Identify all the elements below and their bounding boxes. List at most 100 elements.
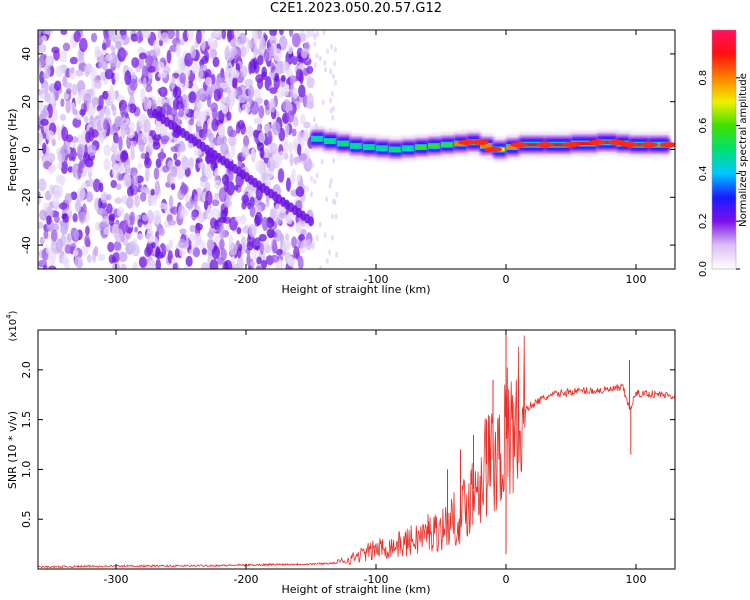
noise-blob: [205, 190, 213, 206]
noise-blob: [288, 30, 294, 38]
noise-blob: [139, 192, 147, 202]
noise-blob: [275, 203, 281, 211]
noise-blob: [60, 160, 69, 174]
noise-blob: [98, 94, 104, 110]
noise-blob: [283, 139, 289, 146]
noise-blob: [48, 165, 54, 175]
noise-speckle: [315, 235, 319, 242]
noise-blob: [57, 161, 63, 170]
noise-blob: [150, 188, 155, 196]
noise-blob: [258, 105, 265, 119]
noise-blob: [298, 234, 306, 242]
noise-blob: [300, 48, 308, 59]
noise-blob: [152, 209, 161, 225]
noise-blob: [72, 117, 82, 128]
noise-speckle: [315, 172, 319, 179]
noise-blob: [109, 44, 115, 51]
noise-blob: [205, 76, 213, 87]
noise-blob: [250, 101, 260, 115]
noise-blob: [65, 100, 71, 114]
noise-blob: [99, 182, 104, 193]
noise-blob: [225, 79, 233, 87]
spectrogram-x-axis-label: Height of straight line (km): [281, 283, 430, 296]
noise-blob: [166, 49, 172, 64]
noise-blob: [60, 30, 68, 36]
noise-blob: [285, 240, 291, 250]
noise-blob: [145, 84, 153, 93]
track-peak: [620, 142, 639, 148]
colorbar-tick-label: 0.6: [698, 118, 709, 134]
noise-blob: [284, 123, 290, 138]
noise-blob: [232, 75, 238, 90]
noise-blob: [58, 202, 68, 210]
noise-blob: [202, 130, 207, 141]
noise-blob: [235, 121, 241, 134]
noise-blob: [189, 224, 196, 233]
noise-blob: [220, 96, 226, 105]
noise-blob: [291, 128, 297, 137]
noise-blob: [201, 262, 209, 269]
noise-blob: [128, 241, 136, 253]
noise-blob: [269, 208, 277, 220]
noise-blob: [242, 225, 250, 234]
noise-blob: [245, 126, 254, 136]
noise-blob: [196, 237, 203, 246]
noise-blob: [153, 167, 160, 180]
noise-speckle: [329, 107, 333, 114]
noise-speckle: [331, 114, 335, 121]
noise-blob: [170, 183, 176, 191]
noise-blob: [240, 46, 247, 58]
noise-blob: [285, 177, 291, 192]
noise-blob: [261, 66, 267, 78]
noise-blob: [188, 156, 195, 170]
noise-blob: [92, 178, 101, 193]
x-tick-label: -200: [234, 273, 259, 286]
noise-speckle: [330, 90, 334, 97]
noise-blob: [55, 238, 63, 253]
noise-blob: [191, 62, 199, 75]
noise-blob: [160, 135, 170, 142]
noise-blob: [77, 143, 86, 155]
noise-blob: [228, 135, 237, 147]
noise-blob: [62, 213, 69, 224]
y-tick-label: 0.5: [20, 510, 33, 528]
noise-speckle: [335, 251, 339, 258]
noise-blob: [289, 74, 296, 85]
noise-blob: [240, 236, 247, 251]
track-segment: [597, 130, 618, 155]
noise-speckle: [313, 40, 317, 47]
track-peak: [471, 139, 489, 145]
noise-blob: [88, 127, 95, 142]
noise-blob: [74, 200, 82, 213]
noise-blob: [206, 207, 212, 221]
noise-blob: [80, 244, 89, 256]
noise-blob: [132, 261, 139, 269]
noise-blob: [267, 157, 275, 172]
noise-blob: [141, 214, 148, 222]
noise-blob: [147, 72, 153, 80]
noise-speckle: [329, 177, 333, 184]
noise-blob: [147, 99, 152, 110]
noise-blob: [280, 38, 288, 48]
noise-blob: [38, 191, 41, 199]
noise-blob: [87, 144, 97, 156]
noise-blob: [164, 203, 169, 215]
noise-blob: [303, 121, 311, 129]
noise-blob: [212, 56, 220, 68]
noise-blob: [83, 93, 92, 105]
x-tick-label: -300: [104, 573, 129, 586]
noise-blob: [71, 83, 78, 96]
noise-blob: [253, 43, 258, 59]
noise-blob: [110, 179, 118, 189]
noise-blob: [188, 91, 197, 104]
noise-speckle: [333, 199, 337, 206]
noise-blob: [78, 37, 88, 52]
noise-blob: [299, 69, 304, 85]
snr-x-ticks: -300 -200 -100 0 100: [104, 330, 647, 586]
x-tick-label: -100: [364, 573, 389, 586]
noise-blob: [184, 66, 191, 78]
noise-blob: [213, 88, 222, 102]
track-segment: [480, 133, 494, 158]
noise-blob: [119, 49, 128, 58]
noise-blob: [56, 124, 61, 136]
